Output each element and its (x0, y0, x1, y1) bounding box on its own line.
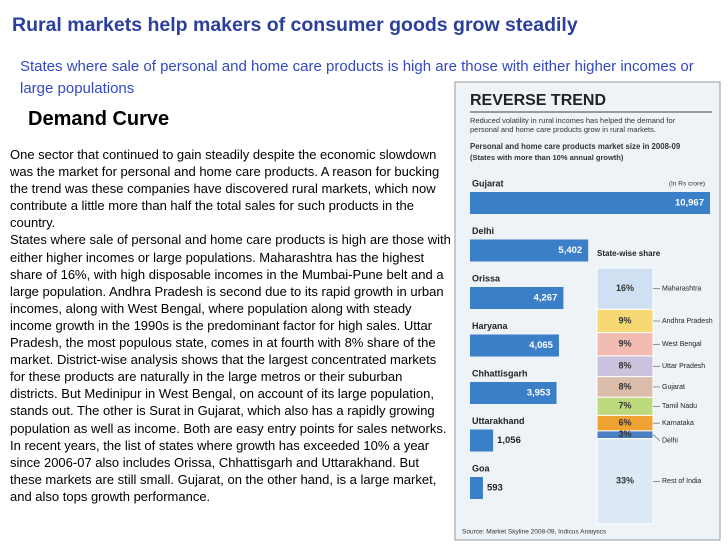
bar (470, 239, 589, 262)
value-label: 10,967 (675, 198, 704, 209)
share-value: 8% (618, 381, 631, 391)
bar-label: Goa (472, 463, 490, 473)
source: Source: Market Skyline 2008-09, Indicus … (462, 529, 607, 536)
chart-title: Personal and home care products market s… (470, 142, 681, 151)
share-segment (596, 267, 654, 310)
bar-label: Chhattisgarh (472, 368, 528, 378)
share-name: Maharashtra (662, 286, 701, 293)
share-value: 16% (616, 283, 634, 293)
paragraph: States where sale of personal and home c… (10, 232, 451, 436)
value-label: 5,402 (558, 245, 582, 256)
share-name: Delhi (662, 438, 678, 445)
share-name: Rest of India (662, 478, 701, 485)
leader (652, 434, 661, 442)
bar-label: Gujarat (472, 178, 504, 188)
chart-subtitle: (States with more than 10% annual growth… (470, 153, 624, 162)
paragraph: One sector that continued to gain steadi… (10, 147, 440, 231)
bar-label: Haryana (472, 321, 509, 331)
title: Rural markets help makers of consumer go… (12, 14, 578, 36)
share-name: West Bengal (662, 341, 702, 348)
share-name: Uttar Pradesh (662, 363, 705, 370)
share-value: 7% (618, 401, 631, 411)
share-name: Tamil Nadu (662, 403, 697, 410)
subtitle: States where sale of personal and home c… (20, 58, 694, 97)
infographic-heading: REVERSE TREND (470, 92, 606, 109)
bar-label: Uttarakhand (472, 416, 525, 426)
bar (470, 429, 494, 452)
unit-note: (In Rs crore) (669, 181, 705, 188)
share-name: Andhra Pradesh (662, 318, 713, 325)
share-name: Gujarat (662, 384, 685, 391)
value-label: 4,267 (534, 293, 558, 304)
share-name: Karnataka (662, 420, 694, 427)
body-text: One sector that continued to gain steadi… (10, 146, 452, 505)
share-value: 8% (618, 361, 631, 371)
share-segment (596, 438, 654, 525)
paragraph: In recent years, the list of states wher… (10, 437, 437, 504)
share-value: 6% (618, 418, 631, 428)
share-value: 9% (618, 315, 631, 325)
value-label: 3,953 (527, 388, 551, 399)
value-label: 4,065 (529, 340, 553, 351)
bar-label: Orissa (472, 273, 501, 283)
bar (470, 192, 710, 214)
value-label: 593 (487, 483, 503, 494)
share-title: State-wise share (597, 249, 661, 258)
share-value: 9% (618, 339, 631, 349)
bar (470, 477, 483, 499)
share-value: 3% (618, 429, 631, 439)
bar (470, 287, 564, 309)
section-heading: Demand Curve (28, 108, 170, 130)
infographic-blurb: Reduced volatility in rural incomes has … (470, 116, 676, 134)
bar (470, 382, 557, 404)
value-label: 1,056 (497, 435, 521, 446)
share-value: 33% (616, 476, 634, 486)
bar (470, 334, 559, 357)
bar-label: Delhi (472, 226, 494, 236)
